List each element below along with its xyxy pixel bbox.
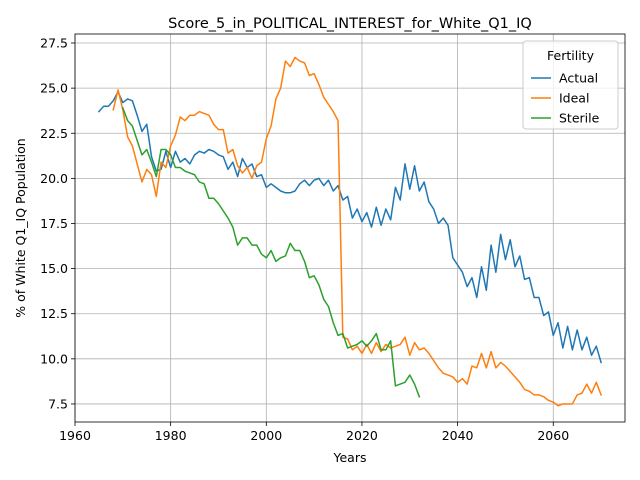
- series-line-ideal: [112, 56, 603, 407]
- x-tick-label: 1960: [59, 428, 91, 443]
- series-line-actual: [97, 91, 603, 364]
- y-tick-label: 15.0: [40, 261, 68, 276]
- axes: 1960 1980 2000 2020 2040 2060 7.5 10.0 12.5 15.0 1…: [40, 33, 626, 443]
- x-tick-label: 2020: [346, 428, 378, 443]
- series-lines: [97, 56, 603, 407]
- y-axis-label: % of White Q1_IQ Population: [13, 138, 28, 317]
- x-axis-label: Years: [333, 450, 367, 465]
- y-tick-label: 25.0: [40, 81, 68, 96]
- plot-frame: [74, 33, 626, 423]
- legend-label-ideal: Ideal: [559, 91, 589, 106]
- y-tick-label: 7.5: [48, 396, 68, 411]
- y-tick-label: 12.5: [40, 306, 68, 321]
- x-tick-label: 2000: [250, 428, 282, 443]
- y-tick-label: 20.0: [40, 171, 68, 186]
- y-tick-label: 22.5: [40, 126, 68, 141]
- x-tick-label: 2040: [442, 428, 474, 443]
- x-tick-label: 2060: [537, 428, 569, 443]
- x-tick-label: 1980: [155, 428, 187, 443]
- y-tick-label: 10.0: [40, 351, 68, 366]
- legend-label-actual: Actual: [559, 71, 598, 86]
- chart-title: Score_5_in_POLITICAL_INTEREST_for_White_…: [168, 16, 532, 32]
- legend-title: Fertility: [547, 48, 595, 63]
- series-line-sterile: [121, 107, 421, 398]
- legend-box: [522, 40, 619, 130]
- y-tick-label: 17.5: [40, 216, 68, 231]
- y-tick-label: 27.5: [40, 36, 68, 51]
- legend: Fertility Actual Ideal Sterile: [522, 40, 619, 130]
- legend-label-sterile: Sterile: [559, 111, 600, 126]
